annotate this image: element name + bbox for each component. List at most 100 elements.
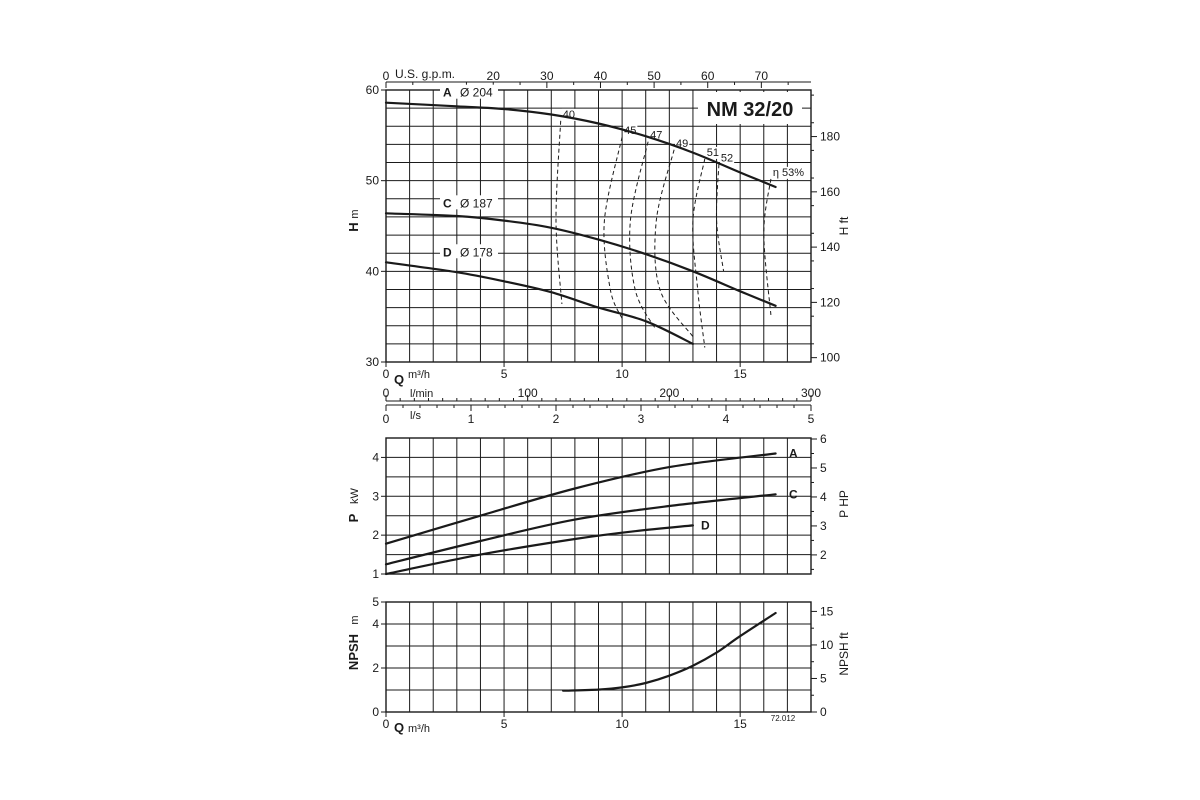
efficiency-line [763, 178, 772, 315]
head-ft-tick-label: 120 [820, 295, 840, 309]
efficiency-label-bg [771, 166, 806, 179]
power-axis-label: P [346, 513, 361, 522]
gpm-axis-label: U.S. g.p.m. [395, 67, 455, 81]
power-hp-tick-label: 5 [820, 461, 827, 475]
curve-label-D: D [443, 245, 452, 259]
drawing-code: 72.012 [771, 714, 796, 723]
head-y-ticks: 30 40 50 60 [366, 83, 386, 369]
lmin-ticks: 0 100 200 300 [383, 386, 821, 401]
ls-tick-label: 4 [723, 412, 730, 426]
ls-tick-label: 0 [383, 412, 390, 426]
efficiency-label: η 53% [773, 167, 804, 179]
curve-label-bg [440, 195, 498, 210]
ls-tick-label: 5 [808, 412, 815, 426]
power-panel-grid [386, 438, 811, 574]
efficiency-label-bg [705, 146, 720, 159]
power-hp-axis-label: P HP [837, 490, 851, 518]
gpm-tick-label: 0 [383, 69, 390, 83]
power-curve-label-C: C [789, 487, 798, 501]
head-y-tick-label: 40 [366, 264, 380, 278]
power-hp-tick-label: 6 [820, 432, 827, 446]
lmin-tick-label: 0 [383, 386, 390, 400]
head-curve-C [384, 212, 777, 307]
flow-tick-label: 10 [615, 367, 629, 381]
head-curve-A [384, 101, 777, 189]
power-hp-ticks: 2 3 4 5 6 [811, 432, 827, 570]
flow-tick-label: 15 [733, 367, 747, 381]
curve-label-bg [440, 84, 498, 99]
lmin-axis-label: l/min [410, 388, 433, 400]
flow-tick-label: 5 [501, 367, 508, 381]
head-y-tick-label: 60 [366, 83, 380, 97]
npsh-flow-tick-label: 10 [615, 717, 629, 731]
npsh-flow-axis-unit: m³/h [408, 723, 430, 735]
head-curve-labels: A Ø 204 C Ø 187 D Ø 178 [440, 84, 498, 259]
npsh-curve [562, 611, 777, 692]
ls-axis-label: l/s [410, 410, 422, 422]
head-ft-tick-label: 160 [820, 185, 840, 199]
npsh-ft-tick-label: 0 [820, 705, 827, 719]
title-backdrop [698, 92, 802, 124]
efficiency-line [654, 149, 694, 337]
power-hp-tick-label: 2 [820, 548, 827, 562]
impeller-diameter: Ø 178 [460, 245, 493, 259]
npsh-flow-tick-label: 5 [501, 717, 508, 731]
head-ft-axis-label: H ft [837, 216, 851, 235]
npsh-flow-tick-label: 0 [383, 717, 390, 731]
ls-tick-label: 2 [553, 412, 560, 426]
power-axis-unit: kW [349, 487, 361, 504]
npsh-x-ticks: 0 5 10 15 [383, 712, 747, 731]
npsh-ft-tick-label: 5 [820, 671, 827, 685]
power-curve-label-D: D [701, 518, 710, 532]
npsh-ft-ticks: 0 5 10 15 [811, 604, 834, 719]
ls-ticks: 0 1 2 3 4 5 [383, 405, 815, 426]
flow-m3h-ticks: 0 5 10 15 [383, 362, 747, 381]
npsh-ft-tick-label: 15 [820, 604, 834, 618]
npsh-ft-tick-label: 10 [820, 638, 834, 652]
power-curve-D [384, 524, 694, 576]
npsh-y-tick-label: 5 [372, 595, 379, 609]
ls-tick-label: 1 [468, 412, 475, 426]
efficiency-label-bg [719, 152, 735, 165]
npsh-curves [562, 611, 777, 692]
curve-label-C: C [443, 196, 452, 210]
gpm-ticks: 0 20 30 40 50 60 70 [383, 69, 789, 88]
npsh-y-tick-label: 4 [372, 617, 379, 631]
curve-label-A: A [443, 86, 452, 100]
head-y-tick-label: 50 [366, 174, 380, 188]
efficiency-label: 51 [707, 147, 719, 159]
head-ft-tick-label: 100 [820, 351, 840, 365]
efficiency-line [603, 136, 623, 319]
impeller-diameter: Ø 187 [460, 196, 493, 210]
power-curve-C [384, 493, 777, 566]
head-y-tick-label: 30 [366, 355, 380, 369]
npsh-ft-axis-label: NPSH ft [837, 632, 851, 676]
power-curves [384, 452, 777, 576]
head-ft-tick-label: 180 [820, 130, 840, 144]
head-axis-label: H [346, 222, 361, 231]
gpm-tick-label: 40 [594, 69, 608, 83]
efficiency-label: 52 [721, 152, 733, 164]
impeller-diameter: Ø 204 [460, 86, 493, 100]
power-y-tick-label: 3 [372, 489, 379, 503]
gpm-tick-label: 20 [487, 69, 501, 83]
flow-axis-unit: m³/h [408, 369, 430, 381]
gpm-tick-label: 30 [540, 69, 554, 83]
npsh-flow-axis-label: Q [394, 720, 404, 735]
power-curve-label-A: A [789, 447, 798, 461]
npsh-axis-label: NPSH [346, 634, 361, 670]
npsh-flow-tick-label: 15 [733, 717, 747, 731]
power-hp-tick-label: 4 [820, 490, 827, 504]
npsh-axis-unit: m [349, 615, 361, 624]
gpm-tick-label: 60 [701, 69, 715, 83]
chart-title: NM 32/20 [707, 99, 794, 121]
flow-axis-label: Q [394, 372, 404, 387]
head-axis-unit: m [349, 209, 361, 218]
efficiency-line [629, 141, 656, 329]
power-curve-A [384, 452, 777, 545]
power-curve-labels: A C D [701, 447, 798, 533]
head-curve-D [384, 261, 694, 345]
head-ft-tick-label: 140 [820, 240, 840, 254]
power-y-ticks: 1 2 3 4 [372, 450, 386, 581]
